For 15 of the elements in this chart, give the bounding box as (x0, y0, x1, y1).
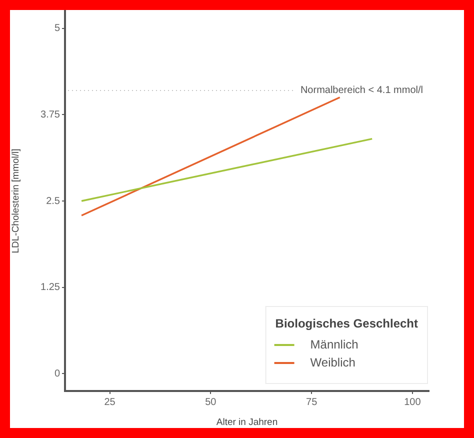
y-tick-label: 0 (54, 368, 60, 380)
x-axis-title: Alter in Jahren (216, 416, 278, 428)
ref-line-label: Normalbereich < 4.1 mmol/l (300, 85, 423, 96)
x-tick-label: 75 (306, 396, 318, 408)
y-tick-label: 1.25 (40, 282, 60, 294)
x-tick-label: 100 (404, 396, 422, 408)
y-tick-label: 5 (54, 23, 60, 34)
y-tick-label: 2.5 (46, 196, 60, 207)
legend-title: Biologisches Geschlecht (275, 316, 418, 330)
y-tick-label: 3.75 (40, 109, 60, 120)
legend-label: Männlich (310, 337, 358, 352)
x-tick-label: 25 (104, 396, 116, 408)
legend-label: Weiblich (310, 355, 356, 370)
x-tick-label: 50 (205, 396, 217, 408)
y-axis-title: LDL-Cholesterin [mmol/l] (10, 148, 22, 254)
